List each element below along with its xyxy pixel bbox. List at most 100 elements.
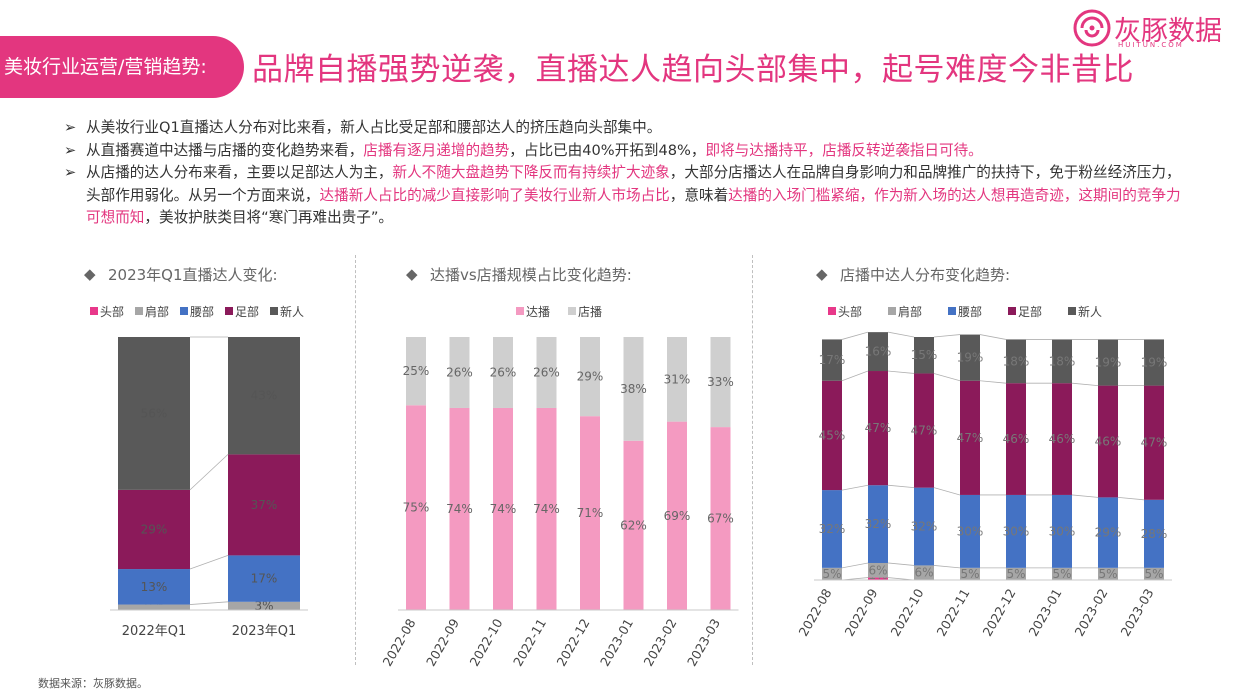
bar-segment xyxy=(868,485,888,563)
category-label: 2022-10 xyxy=(466,616,505,669)
bar-segment xyxy=(1144,385,1164,500)
category-label: 2022-11 xyxy=(933,586,972,639)
legend-label: 头部 xyxy=(100,304,124,319)
category-label: 2022-09 xyxy=(841,586,880,639)
data-label: 5% xyxy=(822,567,841,581)
bar-segment xyxy=(868,332,888,372)
data-label: 47% xyxy=(957,431,984,445)
data-label: 56% xyxy=(141,406,168,420)
series-connector-line xyxy=(1071,494,1099,498)
bar-segment xyxy=(406,337,426,406)
bar-segment xyxy=(623,440,644,610)
legend-swatch xyxy=(270,307,278,315)
chart-title-diamond-icon: ◆ xyxy=(406,265,418,283)
legend-swatch xyxy=(225,307,233,315)
data-label: 38% xyxy=(620,382,647,396)
bar-segment xyxy=(1006,494,1026,568)
category-label: 2023-01 xyxy=(1025,586,1064,639)
data-label: 19% xyxy=(957,351,984,365)
bar-segment xyxy=(536,407,557,610)
bar-segment xyxy=(1144,499,1164,568)
bar-segment xyxy=(822,567,842,580)
bar-segment xyxy=(406,405,426,610)
legend-swatch xyxy=(516,307,524,315)
legend-label: 头部 xyxy=(838,304,862,319)
data-label: 26% xyxy=(490,365,517,379)
data-label: 71% xyxy=(577,506,604,520)
section-tag: 美妆行业运营/营销趋势: xyxy=(0,36,244,98)
data-label: 46% xyxy=(1003,432,1030,446)
bar-segment xyxy=(868,371,888,486)
bar-segment xyxy=(1052,567,1072,580)
bar-segment xyxy=(960,380,980,495)
data-label: 75% xyxy=(403,501,430,515)
bar-segment xyxy=(536,337,557,408)
category-label: 2022-09 xyxy=(423,616,462,669)
summary-bullets: ➢ 从美妆行业Q1直播达人分布对比来看，新人占比受足部和腰部达人的挤压趋向头部集中… xyxy=(64,117,1184,230)
chart-divider xyxy=(355,255,356,665)
bar-segment xyxy=(118,337,190,490)
bullet-text: ，大部分店播达人在品牌自身影响力和品牌推广的扶持下，免于粉丝经济压力，头部作用弱… xyxy=(86,164,1181,204)
bar-segment xyxy=(228,601,300,610)
category-label: 2023-01 xyxy=(597,616,636,669)
legend-label: 足部 xyxy=(1018,304,1042,319)
data-label: 67% xyxy=(707,512,734,526)
data-label: 33% xyxy=(707,375,734,389)
chart-title: 店播中达人分布变化趋势: xyxy=(840,266,1010,284)
data-label: 47% xyxy=(1141,436,1168,450)
data-label: 18% xyxy=(1003,354,1030,368)
bar-segment xyxy=(960,494,980,568)
chart-title-diamond-icon: ◆ xyxy=(84,265,96,283)
data-label: 16% xyxy=(865,345,892,359)
series-connector-line xyxy=(933,373,961,382)
daibo-vs-dianbo-chart: ◆ 达播vs店播规模占比变化趋势: 达播 店播 75% 25% 2022-08 74% 26% 2… xyxy=(379,265,739,669)
bullet-item: ➢ 从直播赛道中达播与店播的变化趋势来看，店播有逐月递增的趋势，占比已由40%开拓… xyxy=(64,140,1184,163)
bullet-text: 从店播的达人分布来看，主要以足部达人为主， xyxy=(86,164,393,181)
category-label: 2022-11 xyxy=(510,616,549,669)
highlight-text: 达播的入场门槛紧缩，作为新入场的达人想再造奇迹，这期间的竞争力可想而知 xyxy=(86,186,1181,227)
chart-divider xyxy=(752,255,753,665)
series-connector-line xyxy=(1071,382,1099,386)
series-connector-line xyxy=(933,487,961,496)
data-label: 37% xyxy=(251,498,278,512)
bar-segment xyxy=(1098,567,1118,580)
bar-segment xyxy=(667,337,687,422)
data-label: 32% xyxy=(865,517,892,531)
data-label: 17% xyxy=(251,572,278,586)
legend-label: 腰部 xyxy=(190,304,214,319)
legend-swatch xyxy=(135,307,143,315)
data-label: 30% xyxy=(1049,524,1076,538)
bar-segment xyxy=(493,407,513,610)
bullet-item: ➢ 从美妆行业Q1直播达人分布对比来看，新人占比受足部和腰部达人的挤压趋向头部集中… xyxy=(64,117,1184,140)
category-label: 2023年Q1 xyxy=(232,624,297,639)
legend-label: 达播 xyxy=(526,305,550,319)
logo-sub: HUITUN.COM xyxy=(1118,41,1184,49)
highlight-text: 店播有逐月递增的趋势 xyxy=(363,141,510,159)
series-connector-line xyxy=(189,601,229,605)
data-label: 13% xyxy=(141,580,168,594)
bullet-text: ，意味着 xyxy=(669,186,729,204)
category-label: 2023-02 xyxy=(640,616,679,669)
bar-segment xyxy=(710,337,731,428)
dianbo-talent-chart: ◆店播中达人分布变化趋势:头部肩部腰部足部新人0%5%32%45%17%2022… xyxy=(795,265,1172,639)
data-source-note: 数据来源：灰豚数据。 xyxy=(38,677,148,690)
chart-title: 达播vs店播规模占比变化趋势: xyxy=(430,266,632,284)
data-label: 74% xyxy=(533,502,560,516)
bar-segment xyxy=(228,454,300,556)
legend-swatch xyxy=(948,307,956,315)
bar-segment xyxy=(1098,385,1118,498)
category-label: 2023-02 xyxy=(1071,586,1110,639)
data-label: 69% xyxy=(664,509,691,523)
data-label: 29% xyxy=(1095,526,1122,540)
data-label: 3% xyxy=(254,599,273,613)
data-label: 6% xyxy=(868,563,887,577)
bar-segment xyxy=(960,567,980,580)
bar-segment xyxy=(822,339,842,381)
bullet-text: 从直播赛道中达播与店播的变化趋势来看， xyxy=(86,141,364,159)
bar-segment xyxy=(1006,339,1026,384)
data-label: 19% xyxy=(1095,356,1122,370)
legend-label: 新人 xyxy=(1078,304,1102,319)
data-label: 17% xyxy=(819,353,846,367)
bullet-text: ，美妆护肤类目将“寒门再难出贵子”。 xyxy=(144,209,394,226)
data-label: 46% xyxy=(1049,432,1076,446)
